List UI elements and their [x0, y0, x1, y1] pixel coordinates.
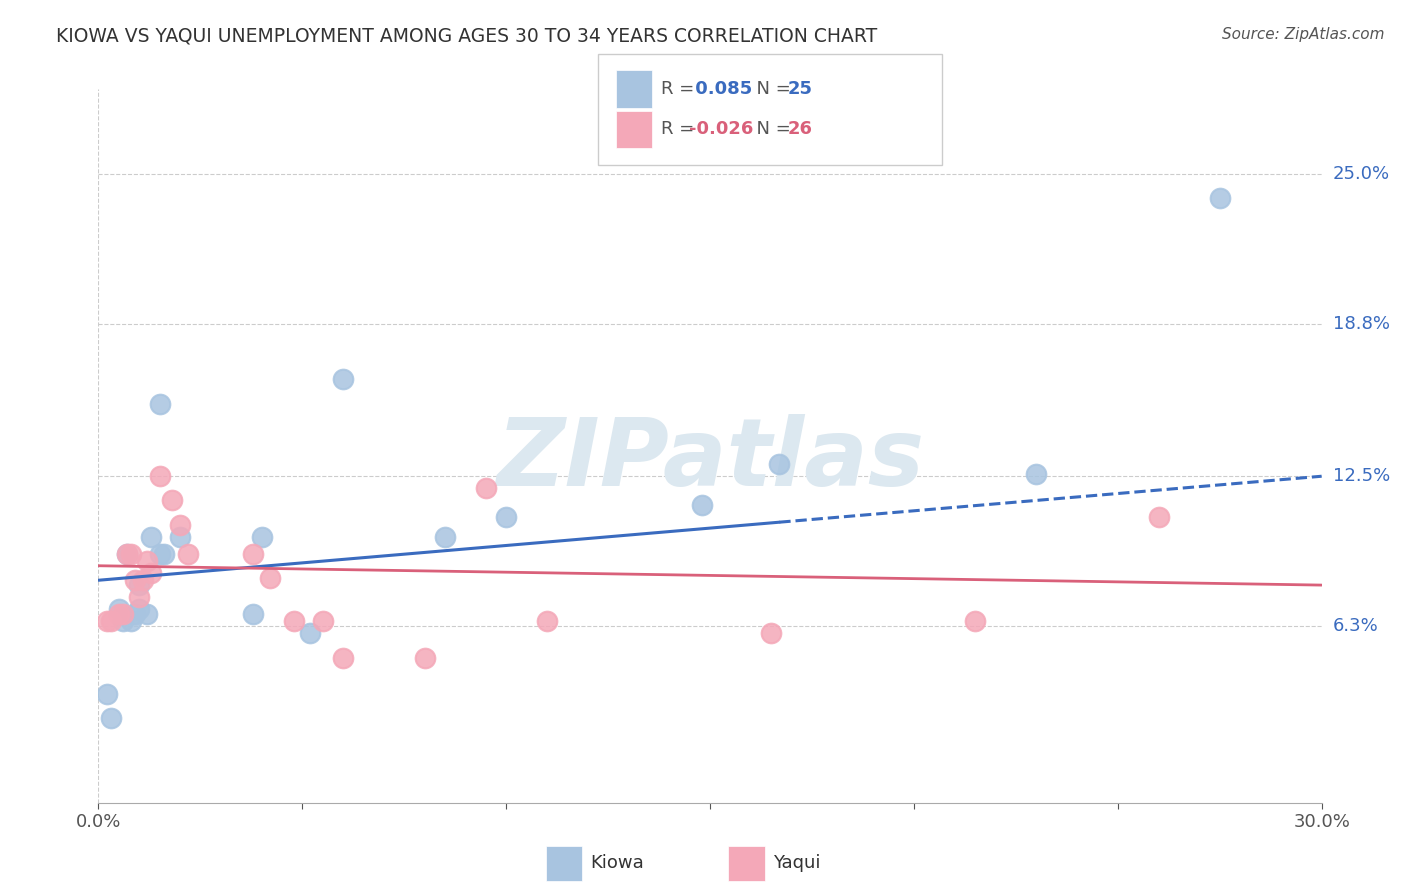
Point [149, 547, 172, 561]
Text: 26: 26 [787, 120, 813, 138]
Point [111, 607, 134, 621]
Text: KIOWA VS YAQUI UNEMPLOYMENT AMONG AGES 30 TO 34 YEARS CORRELATION CHART: KIOWA VS YAQUI UNEMPLOYMENT AMONG AGES 3… [56, 27, 877, 45]
Text: 18.8%: 18.8% [1333, 315, 1389, 333]
Point [761, 626, 783, 640]
Point [115, 547, 138, 561]
Point [124, 574, 146, 588]
Point [169, 517, 191, 532]
Point [1209, 191, 1232, 205]
Text: 6.3%: 6.3% [1333, 617, 1378, 635]
Point [413, 650, 436, 665]
Point [495, 510, 517, 524]
Point [141, 530, 163, 544]
Text: N =: N = [745, 80, 797, 98]
Point [242, 607, 264, 621]
Point [259, 571, 281, 585]
Point [332, 650, 354, 665]
Text: Yaqui: Yaqui [773, 855, 821, 872]
Point [124, 607, 146, 621]
Point [136, 607, 159, 621]
Point [108, 607, 131, 621]
Point [536, 615, 558, 629]
Point [1147, 510, 1170, 524]
Point [141, 566, 163, 580]
Point [149, 397, 172, 411]
Point [128, 590, 150, 604]
Point [332, 372, 354, 386]
Point [250, 530, 273, 544]
Point [108, 602, 131, 616]
Point [169, 530, 191, 544]
Point [149, 469, 172, 483]
Point [120, 547, 142, 561]
Point [768, 457, 790, 471]
Point [120, 615, 142, 629]
Point [100, 615, 122, 629]
Point [128, 578, 150, 592]
Point [136, 554, 159, 568]
Text: 0.085: 0.085 [689, 80, 752, 98]
Point [965, 615, 987, 629]
Text: 12.5%: 12.5% [1333, 467, 1391, 485]
Text: ZIPatlas: ZIPatlas [496, 414, 924, 507]
Text: -0.026: -0.026 [689, 120, 754, 138]
Point [474, 481, 498, 495]
Text: 25: 25 [787, 80, 813, 98]
Point [128, 602, 150, 616]
Point [177, 547, 200, 561]
Point [1025, 467, 1047, 481]
Text: Source: ZipAtlas.com: Source: ZipAtlas.com [1222, 27, 1385, 42]
Point [132, 574, 155, 588]
Point [312, 615, 335, 629]
Point [100, 711, 122, 725]
Point [96, 615, 118, 629]
Point [152, 547, 174, 561]
Point [283, 615, 305, 629]
Text: Kiowa: Kiowa [591, 855, 644, 872]
Point [242, 547, 264, 561]
Point [299, 626, 322, 640]
Point [115, 547, 138, 561]
Text: R =: R = [661, 120, 700, 138]
Text: 25.0%: 25.0% [1333, 165, 1391, 183]
Point [160, 493, 183, 508]
Point [111, 615, 134, 629]
Point [96, 687, 118, 701]
Text: R =: R = [661, 80, 700, 98]
Point [434, 530, 457, 544]
Point [690, 498, 713, 512]
Text: N =: N = [745, 120, 797, 138]
